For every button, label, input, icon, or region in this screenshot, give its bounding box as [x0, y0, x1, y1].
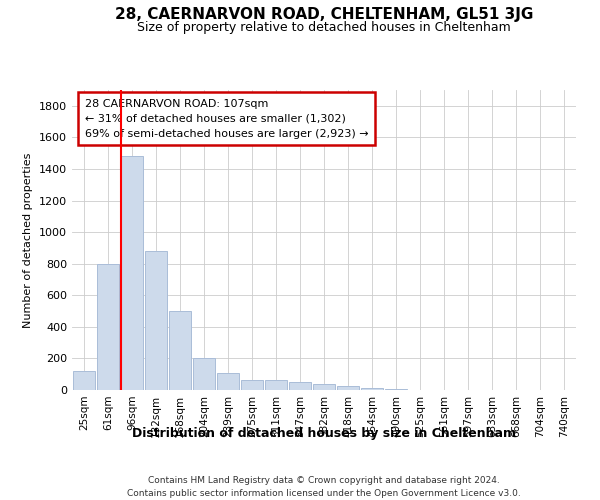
Text: Distribution of detached houses by size in Cheltenham: Distribution of detached houses by size … — [132, 428, 516, 440]
Text: 28 CAERNARVON ROAD: 107sqm
← 31% of detached houses are smaller (1,302)
69% of s: 28 CAERNARVON ROAD: 107sqm ← 31% of deta… — [85, 99, 368, 138]
Bar — [265, 380, 287, 390]
Text: Contains HM Land Registry data © Crown copyright and database right 2024.
Contai: Contains HM Land Registry data © Crown c… — [127, 476, 521, 498]
Bar — [97, 264, 119, 390]
Bar — [337, 386, 359, 390]
Bar — [217, 372, 239, 390]
Y-axis label: Number of detached properties: Number of detached properties — [23, 152, 34, 328]
Bar — [361, 388, 383, 390]
Bar — [169, 311, 191, 390]
Text: 28, CAERNARVON ROAD, CHELTENHAM, GL51 3JG: 28, CAERNARVON ROAD, CHELTENHAM, GL51 3J… — [115, 8, 533, 22]
Text: Size of property relative to detached houses in Cheltenham: Size of property relative to detached ho… — [137, 21, 511, 34]
Bar — [241, 380, 263, 390]
Bar — [289, 382, 311, 390]
Bar — [73, 371, 95, 390]
Bar — [385, 389, 407, 390]
Bar — [121, 156, 143, 390]
Bar — [145, 251, 167, 390]
Bar — [313, 384, 335, 390]
Bar — [193, 358, 215, 390]
